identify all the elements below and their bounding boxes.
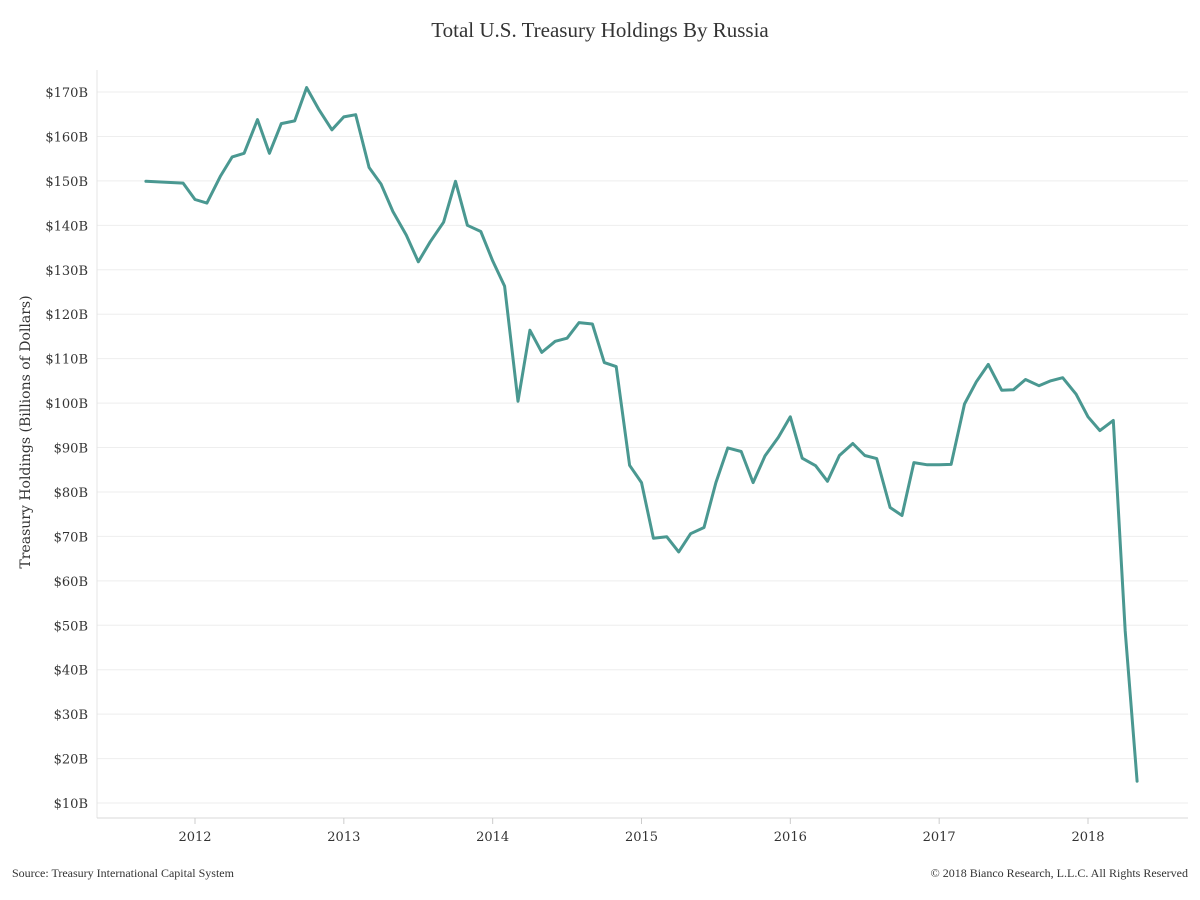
axes (96, 70, 1188, 819)
series-line (144, 86, 1139, 783)
y-tick-label: $50B (54, 619, 88, 634)
y-axis-ticks: $10B $20B $30B $40B $50B $60B $70B $80B $90B $100… (45, 86, 88, 812)
x-tick-label: 2013 (327, 830, 360, 845)
copyright-note: © 2018 Bianco Research, L.L.C. All Right… (930, 866, 1188, 880)
y-tick-label: $170B (45, 86, 88, 101)
y-tick-label: $140B (45, 219, 88, 234)
source-note: Source: Treasury International Capital S… (12, 866, 234, 880)
chart-title: Total U.S. Treasury Holdings By Russia (431, 18, 769, 42)
x-tick-label: 2012 (178, 830, 211, 845)
y-tick-label: $70B (54, 530, 88, 545)
series-layer (144, 86, 1139, 783)
y-tick-label: $90B (54, 442, 88, 457)
x-tick-label: 2017 (923, 830, 956, 845)
x-tick-label: 2015 (625, 830, 658, 845)
x-tick-label: 2014 (476, 830, 509, 845)
y-tick-label: $100B (45, 397, 88, 412)
y-tick-label: $110B (45, 353, 88, 368)
x-tick-label: 2016 (774, 830, 807, 845)
y-tick-label: $150B (45, 175, 88, 190)
x-tick-label: 2018 (1071, 830, 1104, 845)
y-tick-label: $20B (54, 753, 88, 768)
y-axis-title: Treasury Holdings (Billions of Dollars) (18, 295, 34, 568)
y-tick-label: $10B (54, 797, 88, 812)
gridlines (97, 91, 1188, 804)
y-tick-label: $60B (54, 575, 88, 590)
y-tick-label: $40B (54, 664, 88, 679)
x-axis-ticks: 2012 2013 2014 2015 2016 2017 2018 (178, 818, 1105, 845)
y-tick-label: $80B (54, 486, 88, 501)
y-tick-label: $30B (54, 708, 88, 723)
y-tick-label: $160B (45, 130, 88, 145)
y-tick-label: $120B (45, 308, 88, 323)
y-tick-label: $130B (45, 264, 88, 279)
